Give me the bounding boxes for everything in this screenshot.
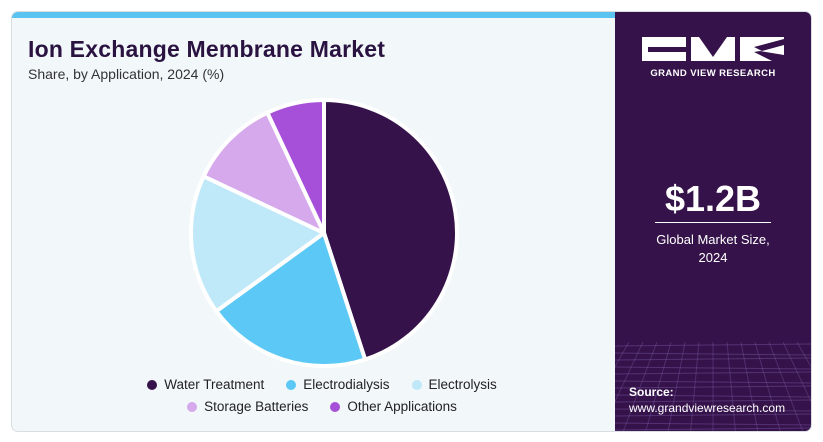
pie-slice-storage-batteries (201, 110, 326, 235)
market-size-label: Global Market Size, 2024 (615, 231, 811, 267)
accent-bar (12, 12, 615, 18)
market-size-label-line2: 2024 (698, 250, 728, 265)
legend-item: Other Applications (330, 399, 457, 414)
chart-subtitle: Share, by Application, 2024 (%) (28, 66, 225, 82)
grand-view-research-logo-icon (642, 37, 784, 61)
market-size-value: $1.2B (664, 178, 762, 219)
grid-decoration-icon (615, 342, 811, 431)
brand-name: GRAND VIEW RESEARCH (650, 68, 776, 79)
legend-label: Water Treatment (164, 377, 265, 392)
legend-label: Storage Batteries (204, 399, 309, 414)
legend-row: Storage Batteries Other Applications (122, 399, 522, 414)
divider (655, 222, 771, 223)
legend-item: Water Treatment (147, 377, 264, 392)
legend-swatch-icon (330, 401, 341, 412)
chart-title: Ion Exchange Membrane Market (28, 36, 386, 62)
legend-item: Storage Batteries (187, 399, 308, 414)
market-size-label-line1: Global Market Size, (656, 232, 770, 247)
source-label: Source: (629, 385, 674, 399)
chart-legend: Water Treatment Electrodialysis Electrolys… (122, 377, 522, 421)
source-link[interactable]: www.grandviewresearch.com (629, 401, 786, 415)
pie-slice-electrolysis (189, 174, 326, 314)
legend-swatch-icon (147, 379, 158, 390)
pie-slice-other-applications (265, 98, 326, 235)
legend-label: Electrodialysis (303, 377, 390, 392)
pie-slice-water-treatment (322, 98, 459, 362)
report-card: Ion Exchange Membrane Market Share, by A… (12, 12, 811, 431)
summary-panel: GRAND VIEW RESEARCH $1.2B Global Market … (615, 12, 811, 431)
legend-swatch-icon (411, 379, 422, 390)
legend-label: Other Applications (347, 399, 457, 414)
pie-chart (189, 98, 459, 368)
legend-item: Electrodialysis (286, 377, 390, 392)
legend-item: Electrolysis (411, 377, 497, 392)
legend-swatch-icon (187, 401, 198, 412)
legend-label: Electrolysis (428, 377, 497, 392)
pie-slice-electrodialysis (214, 231, 368, 368)
legend-swatch-icon (286, 379, 297, 390)
legend-row: Water Treatment Electrodialysis Electrolys… (122, 377, 522, 392)
